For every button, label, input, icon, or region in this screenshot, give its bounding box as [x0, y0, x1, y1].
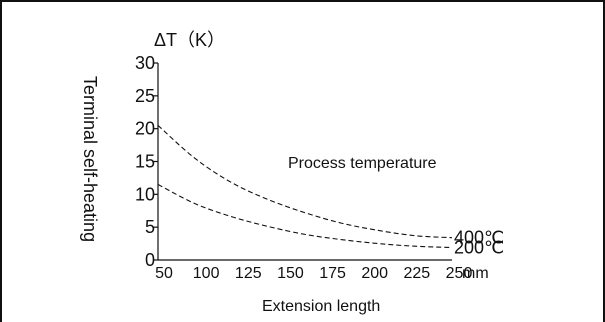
series-line-1 [157, 183, 453, 249]
y-tick-label: 20 [135, 119, 155, 139]
y-tick-label: 10 [135, 184, 155, 204]
x-tick-label: 100 [193, 265, 220, 282]
x-tick-label: 150 [277, 265, 304, 282]
x-tick-label: 225 [404, 265, 431, 282]
y-tick-label: 5 [145, 217, 155, 237]
y-axis-label: Terminal self-heating [80, 76, 100, 242]
series-label-0: 400℃ [454, 228, 504, 248]
series-label-1: 200℃ [454, 238, 504, 258]
y-tick-label: 15 [135, 152, 155, 172]
x-tick-label: 50 [155, 265, 173, 282]
x-tick-label: 175 [319, 265, 346, 282]
y-tick-label: 25 [135, 86, 155, 106]
y-tick-label: 30 [135, 53, 155, 73]
y-tick-label: 0 [145, 250, 155, 270]
x-tick-label: 200 [361, 265, 388, 282]
series-line-0 [157, 124, 453, 239]
x-axis-label: Extension length [262, 298, 380, 315]
y-unit-label: ΔT（K） [154, 30, 225, 50]
x-tick-label: 250 [446, 265, 473, 282]
chart-title: Process temperature [288, 155, 437, 172]
x-unit-label: mm [462, 265, 489, 282]
x-tick-label: 125 [235, 265, 262, 282]
